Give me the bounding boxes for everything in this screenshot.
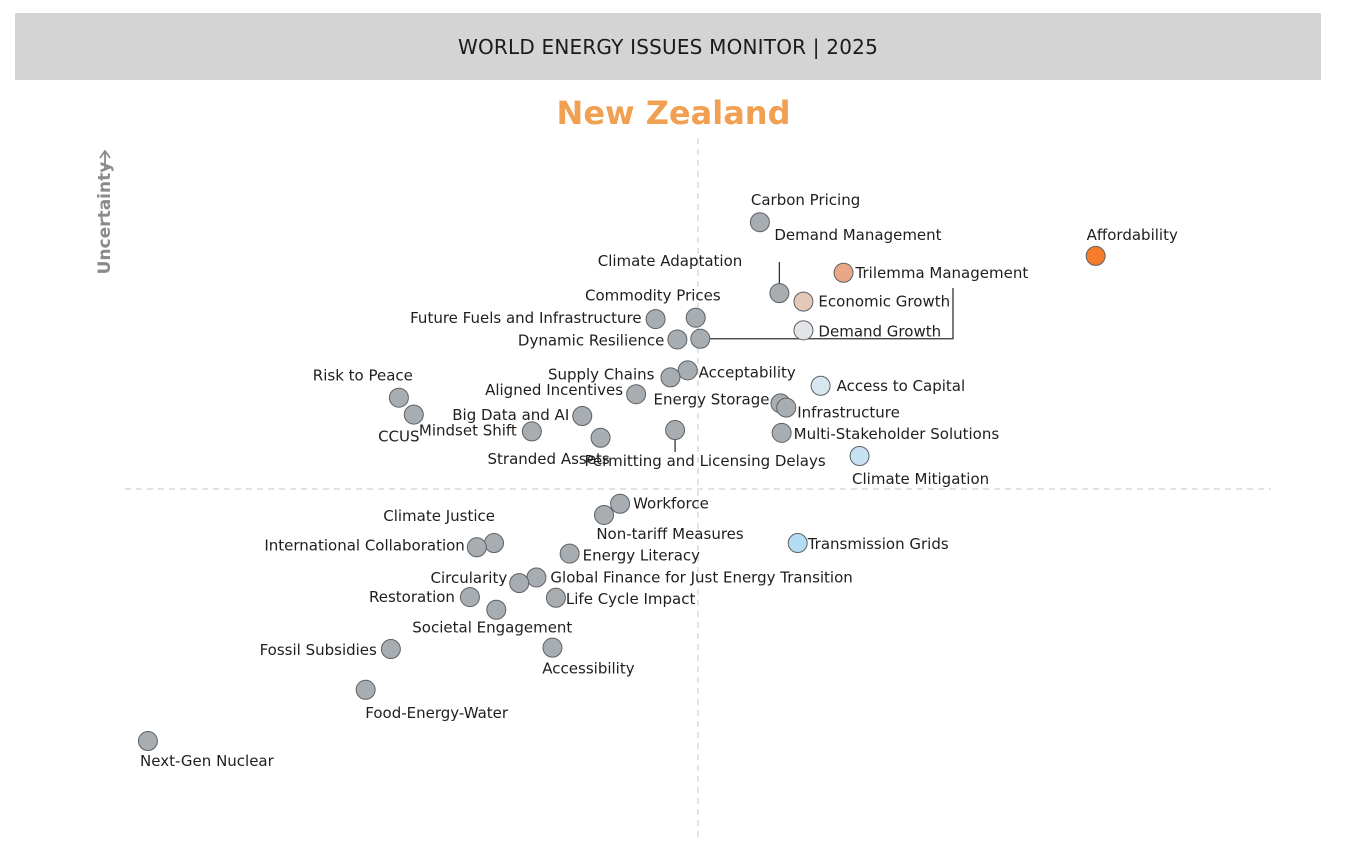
labels-layer: Carbon Pricing Affordability Trilemma Mana…: [140, 191, 1178, 770]
label-big-data-and-ai: Big Data and AI: [452, 406, 569, 424]
point-aligned-incentives: [626, 384, 647, 405]
point-infrastructure: [776, 397, 797, 418]
point-non-tariff-measures: [594, 504, 615, 525]
point-circularity: [509, 573, 530, 594]
label-transmission-grids: Transmission Grids: [807, 535, 949, 553]
point-economic-growth: [793, 291, 814, 312]
y-axis-arrow-icon: [99, 149, 111, 170]
label-mindset-shift: Mindset Shift: [419, 421, 517, 439]
point-fossil-subsidies: [380, 639, 401, 660]
label-economic-growth: Economic Growth: [818, 293, 950, 311]
label-access-to-capital: Access to Capital: [837, 377, 966, 395]
leader-line-climate-adaptation: [700, 288, 954, 340]
point-mindset-shift: [521, 421, 542, 442]
label-workforce: Workforce: [633, 495, 709, 513]
label-circularity: Circularity: [431, 569, 508, 587]
point-accessibility: [542, 637, 563, 658]
label-food-energy-water: Food-Energy-Water: [365, 704, 509, 722]
label-next-gen-nuclear: Next-Gen Nuclear: [140, 752, 275, 770]
point-multi-stakeholder-solutions: [771, 422, 792, 443]
label-dynamic-resilience: Dynamic Resilience: [518, 331, 664, 349]
point-climate-adaptation: [690, 328, 711, 349]
label-risk-to-peace: Risk to Peace: [313, 367, 413, 385]
label-carbon-pricing: Carbon Pricing: [751, 191, 860, 209]
label-life-cycle-impact: Life Cycle Impact: [566, 590, 696, 608]
point-risk-to-peace: [388, 387, 409, 408]
label-accessibility: Accessibility: [542, 660, 634, 678]
point-climate-mitigation: [849, 446, 870, 467]
point-global-finance-for-just-energy-transition: [526, 567, 547, 588]
point-commodity-prices: [685, 307, 706, 328]
label-societal-engagement: Societal Engagement: [412, 619, 572, 637]
label-future-fuels-and-infrastructure: Future Fuels and Infrastructure: [410, 309, 641, 327]
point-stranded-assets: [590, 427, 611, 448]
label-fossil-subsidies: Fossil Subsidies: [260, 641, 377, 659]
label-energy-literacy: Energy Literacy: [583, 547, 701, 565]
label-trilemma-management: Trilemma Management: [855, 264, 1029, 282]
label-demand-growth: Demand Growth: [818, 322, 941, 340]
label-acceptability: Acceptability: [699, 363, 796, 381]
label-global-finance-for-just-energy-transition: Global Finance for Just Energy Transitio…: [550, 568, 852, 586]
country-title: New Zealand: [556, 94, 791, 132]
axes-layer: Uncertainty: [95, 138, 1271, 840]
point-dynamic-resilience: [667, 329, 688, 350]
label-climate-justice: Climate Justice: [383, 507, 495, 525]
label-supply-chains: Supply Chains: [548, 365, 655, 383]
point-life-cycle-impact: [545, 587, 566, 608]
label-international-collaboration: International Collaboration: [264, 536, 464, 554]
point-societal-engagement: [486, 599, 507, 620]
point-international-collaboration: [466, 537, 487, 558]
point-next-gen-nuclear: [137, 731, 158, 752]
point-big-data-and-ai: [572, 405, 593, 426]
point-climate-justice: [484, 533, 505, 554]
label-multi-stakeholder-solutions: Multi-Stakeholder Solutions: [794, 425, 1000, 443]
label-climate-adaptation: Climate Adaptation: [598, 252, 743, 270]
label-aligned-incentives: Aligned Incentives: [485, 381, 623, 399]
point-acceptability: [677, 360, 698, 381]
label-ccus: CCUS: [378, 428, 419, 446]
point-supply-chains: [660, 367, 681, 388]
point-access-to-capital: [810, 375, 831, 396]
label-demand-management: Demand Management: [774, 226, 941, 244]
point-future-fuels-and-infrastructure: [645, 309, 666, 330]
point-permitting-and-licensing-delays: [665, 420, 686, 441]
label-climate-mitigation: Climate Mitigation: [852, 470, 989, 488]
label-restoration: Restoration: [369, 588, 455, 606]
point-transmission-grids: [787, 533, 808, 554]
point-trilemma-management: [833, 262, 854, 283]
label-stranded-assets: Stranded Assets: [488, 450, 610, 468]
point-restoration: [459, 587, 480, 608]
points-layer: [137, 212, 1106, 752]
label-infrastructure: Infrastructure: [797, 404, 900, 422]
point-carbon-pricing: [749, 212, 770, 233]
point-food-energy-water: [355, 679, 376, 700]
label-affordability: Affordability: [1087, 226, 1178, 244]
point-demand-management: [769, 283, 790, 304]
point-energy-literacy: [559, 543, 580, 564]
label-non-tariff-measures: Non-tariff Measures: [596, 525, 744, 543]
page-title: WORLD ENERGY ISSUES MONITOR | 2025: [457, 34, 878, 59]
header-banner: WORLD ENERGY ISSUES MONITOR | 2025: [15, 13, 1321, 80]
y-axis-label: Uncertainty: [95, 162, 115, 275]
label-energy-storage: Energy Storage: [654, 390, 770, 408]
label-permitting-and-licensing-delays: Permitting and Licensing Delays: [584, 452, 825, 470]
point-workforce: [610, 493, 631, 514]
label-commodity-prices: Commodity Prices: [585, 287, 721, 305]
point-affordability: [1085, 245, 1106, 266]
point-ccus: [403, 404, 424, 425]
point-demand-growth: [793, 320, 814, 341]
